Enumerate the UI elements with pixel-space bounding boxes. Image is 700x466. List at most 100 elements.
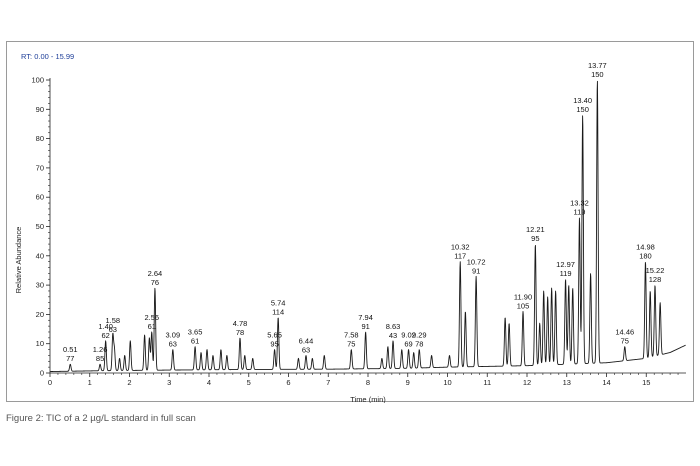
x-axis-label: Time (min) (350, 395, 386, 403)
x-tick-label: 5 (247, 378, 251, 387)
peak-rt-label: 1.26 (93, 345, 108, 354)
y-tick-label: 100 (31, 76, 44, 85)
peak-mz-label: 95 (531, 234, 539, 243)
peak-rt-label: 10.32 (451, 243, 470, 252)
peak-mz-label: 61 (191, 337, 199, 346)
x-tick-label: 14 (602, 378, 610, 387)
peak-mz-label: 75 (621, 337, 629, 346)
peak-rt-label: 9.29 (412, 331, 427, 340)
peak-labels: 0.51771.26851.40621.58632.56612.64763.09… (63, 61, 664, 363)
peak-rt-label: 1.58 (106, 316, 121, 325)
peak-mz-label: 78 (415, 340, 423, 349)
peak-mz-label: 128 (649, 275, 662, 284)
peak-rt-label: 3.65 (188, 328, 203, 337)
peak-mz-label: 62 (101, 331, 109, 340)
x-tick-label: 2 (127, 378, 131, 387)
peak-mz-label: 150 (591, 70, 604, 79)
y-tick-label: 40 (36, 251, 44, 260)
peak-mz-label: 69 (404, 340, 412, 349)
peak-rt-label: 12.97 (556, 260, 575, 269)
peak-rt-label: 14.46 (615, 328, 634, 337)
x-tick-label: 11 (483, 378, 491, 387)
tic-trace (49, 80, 686, 372)
rt-range-label: RT: 0.00 - 15.99 (21, 52, 74, 61)
peak-rt-label: 0.51 (63, 345, 78, 354)
peak-mz-label: 91 (472, 266, 480, 275)
x-tick-label: 15 (642, 378, 650, 387)
x-tick-label: 6 (286, 378, 290, 387)
y-tick-label: 70 (36, 163, 44, 172)
x-tick-label: 0 (48, 378, 52, 387)
peak-rt-label: 2.64 (148, 269, 163, 278)
peak-mz-label: 119 (573, 208, 585, 217)
y-tick-label: 50 (36, 222, 44, 231)
peak-rt-label: 13.77 (588, 61, 607, 70)
x-tick-label: 10 (443, 378, 451, 387)
y-tick-label: 10 (36, 339, 44, 348)
x-tick-label: 7 (326, 378, 330, 387)
peak-rt-label: 9.02 (401, 331, 416, 340)
y-tick-label: 80 (36, 134, 44, 143)
y-tick-label: 30 (36, 281, 44, 290)
x-tick-label: 12 (523, 378, 531, 387)
peak-mz-label: 85 (96, 354, 104, 363)
peak-rt-label: 15.22 (646, 266, 665, 275)
peak-mz-label: 61 (148, 322, 156, 331)
x-tick-label: 8 (366, 378, 370, 387)
peak-mz-label: 63 (109, 325, 117, 334)
peak-rt-label: 5.74 (271, 298, 286, 307)
y-tick-label: 0 (40, 369, 44, 378)
peak-rt-label: 7.94 (358, 313, 373, 322)
peak-rt-label: 8.63 (386, 322, 401, 331)
peak-rt-label: 4.78 (233, 319, 248, 328)
peak-rt-label: 10.72 (467, 257, 486, 266)
x-tick-label: 13 (563, 378, 571, 387)
peak-rt-label: 14.98 (636, 243, 655, 252)
peak-rt-label: 12.21 (526, 225, 545, 234)
chromatogram-panel: RT: 0.00 - 15.99 0 10 20 30 40 50 60 70 80 90 100 0… (6, 41, 694, 403)
peak-mz-label: 75 (347, 340, 355, 349)
peak-mz-label: 180 (639, 252, 652, 261)
peak-mz-label: 117 (454, 252, 466, 261)
y-tick-label: 60 (36, 193, 44, 202)
y-tick-label: 20 (36, 310, 44, 319)
x-tick-label: 3 (167, 378, 171, 387)
peak-rt-label: 2.56 (144, 313, 159, 322)
peak-mz-label: 63 (302, 345, 310, 354)
peak-rt-label: 13.40 (573, 96, 592, 105)
peak-mz-label: 91 (361, 322, 369, 331)
peak-mz-label: 105 (517, 301, 530, 310)
y-axis-label: Relative Abundance (14, 227, 23, 294)
y-tick-label: 90 (36, 105, 44, 114)
peak-rt-label: 1.40 (98, 322, 113, 331)
tic-chromatogram: RT: 0.00 - 15.99 01020304050607080901000… (14, 52, 686, 403)
peak-mz-label: 114 (272, 307, 284, 316)
peak-mz-label: 150 (576, 105, 589, 114)
x-tick-label: 9 (406, 378, 410, 387)
